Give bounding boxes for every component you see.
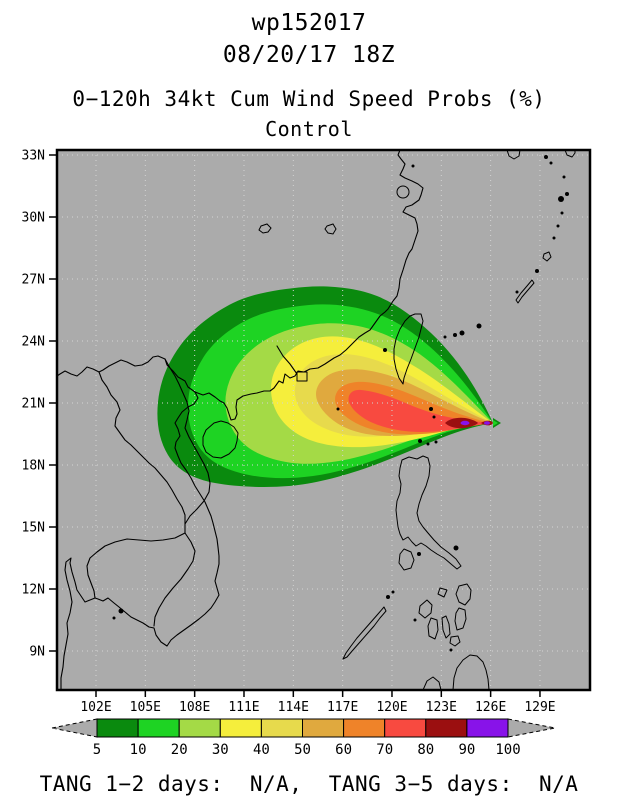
lon-tick-label: 111E bbox=[228, 700, 259, 713]
lat-tick-label: 27N bbox=[22, 273, 45, 288]
colorbar-label: 50 bbox=[294, 742, 311, 758]
colorbar-label: 5 bbox=[93, 742, 101, 758]
cebu-island bbox=[441, 615, 451, 639]
colorbar-label: 70 bbox=[376, 742, 393, 758]
poyang-lake bbox=[324, 223, 337, 235]
colorbar-label: 80 bbox=[417, 742, 434, 758]
swath-tip-inner bbox=[493, 420, 498, 426]
colorbar-cell bbox=[96, 718, 139, 738]
lon-tick-label: 105E bbox=[130, 700, 161, 713]
colorbar-cell bbox=[178, 718, 221, 738]
probability-colorbar: 5 10 20 30 40 50 60 70 80 90 100 bbox=[51, 718, 556, 758]
lat-tick-label: 21N bbox=[22, 397, 45, 412]
bohol-island bbox=[449, 635, 461, 647]
colorbar-label: 30 bbox=[212, 742, 229, 758]
luzon-island bbox=[395, 455, 462, 570]
dongting-lake bbox=[258, 223, 272, 234]
lat-tick-label: 33N bbox=[22, 149, 45, 164]
lon-tick-label: 129E bbox=[524, 700, 555, 713]
gridlines bbox=[58, 151, 589, 689]
laos-thailand-border bbox=[98, 371, 186, 534]
lon-tick-label: 114E bbox=[278, 700, 309, 713]
cambodia-vietnam-border bbox=[153, 532, 196, 627]
lat-tick-label: 9N bbox=[29, 645, 45, 660]
colorbar-label: 90 bbox=[458, 742, 475, 758]
samar-island bbox=[455, 583, 472, 606]
pearl-river bbox=[276, 345, 298, 375]
storm-id-title: wp152017 bbox=[251, 10, 367, 36]
colorbar-cell bbox=[260, 718, 303, 738]
lat-tick-label: 12N bbox=[22, 583, 45, 598]
colorbar-label: 40 bbox=[253, 742, 270, 758]
probability-map: 33N 30N 27N 24N 21N 18N 15N 12N 9N 102E 105E 108E 11… bbox=[22, 148, 592, 714]
axis-labels: 33N 30N 27N 24N 21N 18N 15N 12N 9N 102E 105E 108E 11… bbox=[22, 149, 556, 714]
china-vietnam-border bbox=[58, 355, 196, 393]
small-islands bbox=[112, 155, 569, 652]
amami-island bbox=[542, 251, 552, 262]
lat-tick-label: 18N bbox=[22, 459, 45, 474]
coastlines bbox=[58, 151, 576, 689]
variable-title: 0−120h 34kt Cum Wind Speed Probs (%) bbox=[72, 87, 546, 111]
prob-contour-90-east bbox=[484, 421, 490, 425]
lat-tick-label: 15N bbox=[22, 521, 45, 536]
jeju-island bbox=[506, 151, 521, 160]
probability-contours bbox=[157, 286, 501, 487]
map-frame bbox=[55, 148, 592, 692]
leyte-island bbox=[454, 607, 467, 631]
colorbar-label: 20 bbox=[171, 742, 188, 758]
colorbar-cell bbox=[425, 718, 468, 738]
colorbar-right-arrow bbox=[507, 718, 556, 738]
colorbar-left-arrow bbox=[51, 718, 98, 738]
vietnam-coastline bbox=[60, 391, 220, 689]
masbate-island bbox=[437, 587, 448, 598]
colorbar-cell bbox=[137, 718, 180, 738]
lon-tick-label: 120E bbox=[376, 700, 407, 713]
member-title: Control bbox=[265, 117, 353, 141]
hainan-island bbox=[202, 420, 239, 459]
mindoro-island bbox=[398, 548, 415, 571]
colorbar-label: 100 bbox=[495, 742, 520, 758]
zamboanga-peninsula bbox=[422, 676, 442, 689]
colorbar-cell bbox=[302, 718, 345, 738]
cambodia-thailand-border bbox=[86, 532, 186, 599]
tang-status-text: TANG 1−2 days: N/A, TANG 3−5 days: N/A bbox=[39, 772, 579, 796]
lon-tick-label: 123E bbox=[426, 700, 457, 713]
lon-tick-label: 102E bbox=[80, 700, 111, 713]
colorbar-cell bbox=[384, 718, 427, 738]
palawan-island bbox=[342, 606, 387, 660]
china-coastline bbox=[194, 151, 424, 421]
lon-tick-label: 117E bbox=[327, 700, 358, 713]
prob-contour-90-west bbox=[460, 420, 470, 426]
okinawa-island bbox=[515, 279, 535, 304]
taihu-lake bbox=[396, 185, 410, 199]
taiwan-island bbox=[393, 313, 424, 385]
colorbar-cell bbox=[343, 718, 386, 738]
colorbar-cell bbox=[219, 718, 262, 738]
vietnam-laos-border bbox=[164, 358, 211, 525]
lon-tick-label: 126E bbox=[475, 700, 506, 713]
kyushu-fragment bbox=[564, 151, 576, 158]
lon-tick-label: 108E bbox=[179, 700, 210, 713]
negros-island bbox=[427, 617, 439, 640]
colorbar-label: 10 bbox=[130, 742, 147, 758]
lat-tick-label: 24N bbox=[22, 335, 45, 350]
lat-tick-label: 30N bbox=[22, 211, 45, 226]
mindanao-island bbox=[452, 654, 490, 689]
colorbar-label: 60 bbox=[335, 742, 352, 758]
hong-kong-box bbox=[296, 371, 308, 382]
colorbar-cell bbox=[466, 718, 509, 738]
init-time-title: 08/20/17 18Z bbox=[222, 42, 396, 68]
panay-island bbox=[418, 599, 433, 619]
